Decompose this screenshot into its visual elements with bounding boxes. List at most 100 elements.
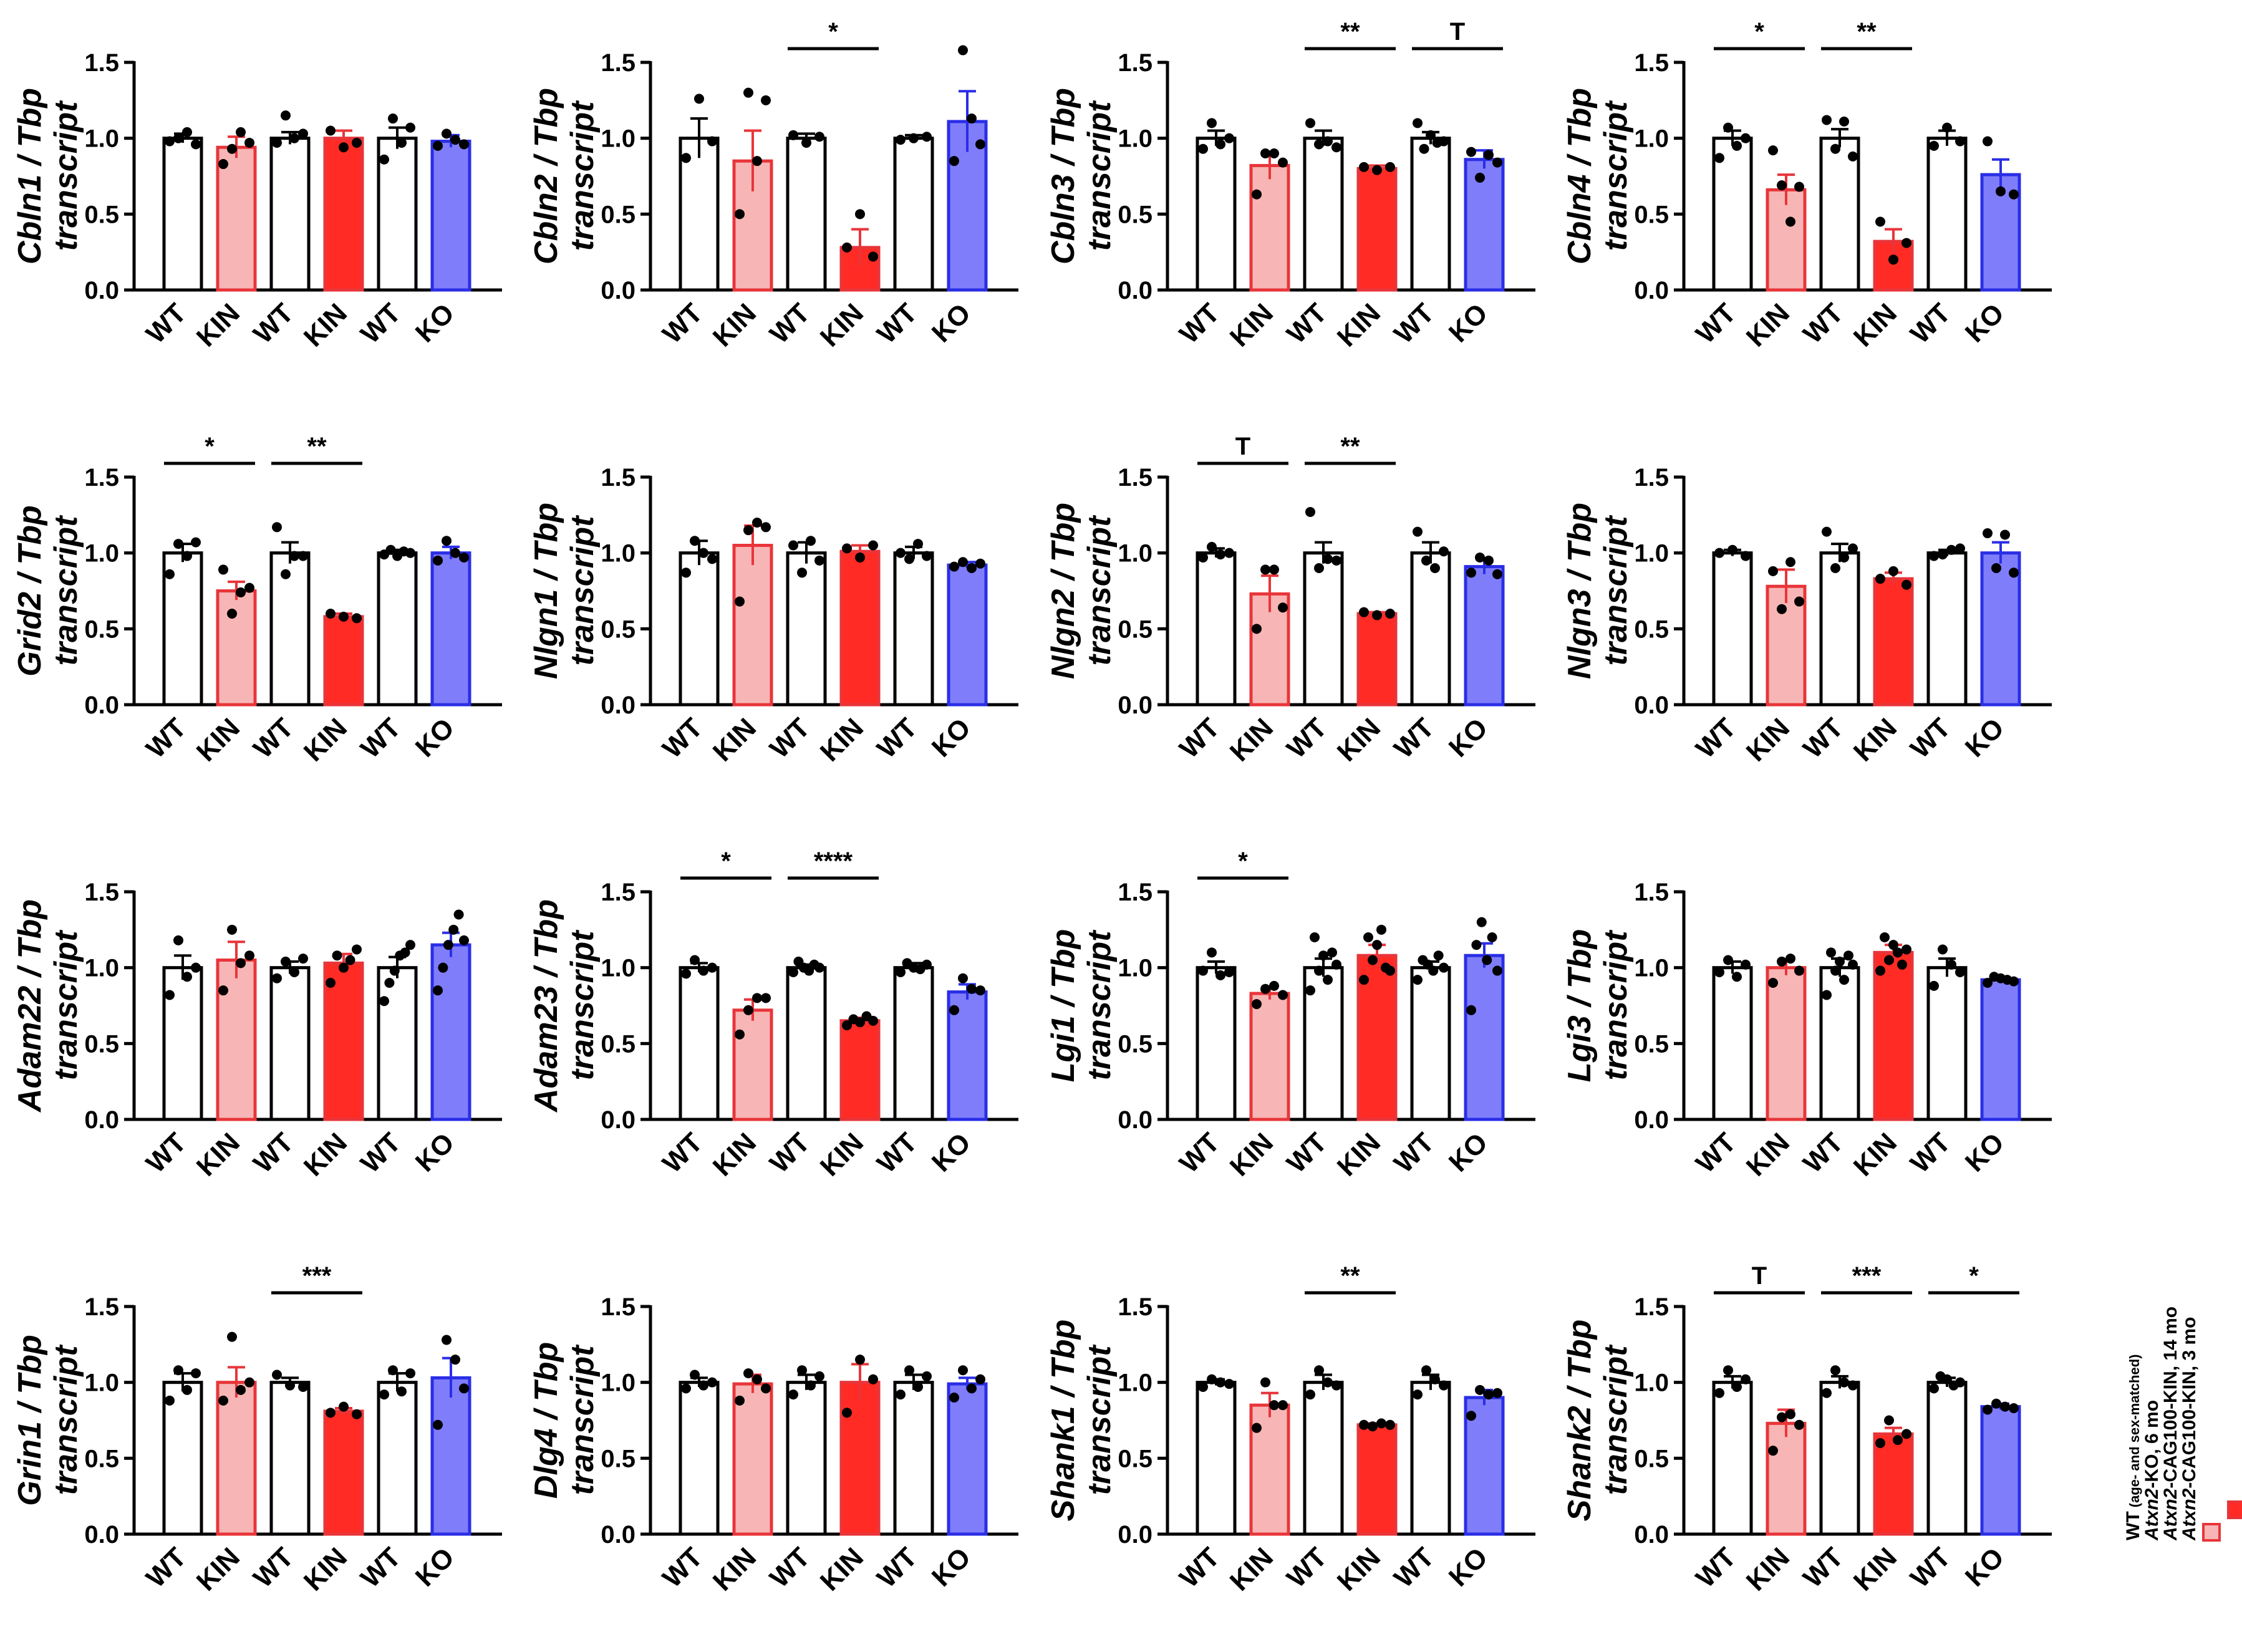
data-point: [2000, 1401, 2010, 1412]
data-point: [236, 127, 246, 137]
significance-label: *: [1969, 1262, 1979, 1290]
data-point: [244, 1377, 254, 1388]
bar-wt: [377, 966, 418, 1121]
x-tick-label-wt: WT: [871, 712, 923, 764]
bar-wt: [1303, 551, 1344, 707]
y-tick-label: 1.0: [84, 125, 119, 153]
data-point: [1318, 950, 1328, 961]
data-point: [855, 552, 865, 563]
data-point: [1901, 579, 1911, 590]
y-axis-label-unit: transcript: [564, 929, 601, 1081]
x-tick-label-wt: WT: [764, 1542, 816, 1593]
svg-text:Atxn2-CAG100-KIN, 3 mo: Atxn2-CAG100-KIN, 3 mo: [2179, 1317, 2200, 1541]
legend-label-wt: WT (age- and sex-matched): [2123, 1355, 2143, 1540]
data-point: [1888, 566, 1898, 576]
data-point: [218, 1395, 228, 1406]
data-point: [1768, 145, 1778, 156]
data-point: [1466, 568, 1476, 578]
data-point: [272, 137, 282, 148]
data-point: [1323, 136, 1333, 147]
data-point: [1269, 1400, 1279, 1411]
data-point: [352, 613, 362, 624]
data-point: [922, 959, 932, 970]
data-point: [896, 967, 906, 977]
y-tick-label: 0.5: [601, 1445, 635, 1472]
data-point: [1376, 1418, 1386, 1429]
y-axis-label-ratio: Grid2 / Tbp: [12, 505, 48, 676]
y-tick-label: 1.5: [1118, 879, 1152, 906]
data-point: [1278, 990, 1288, 1000]
y-axis-label-unit: transcript: [564, 1344, 601, 1495]
data-point: [1848, 543, 1858, 554]
data-point: [1741, 959, 1751, 970]
data-point: [1385, 965, 1395, 976]
data-point: [1331, 142, 1341, 153]
data-point: [1835, 956, 1845, 967]
y-tick-label: 0.5: [601, 201, 635, 228]
data-point: [1466, 1005, 1476, 1015]
bar-wt: [1712, 551, 1753, 707]
x-tick-label-wt: WT: [1797, 1127, 1849, 1179]
data-point: [1198, 552, 1208, 563]
data-point: [1372, 610, 1382, 621]
x-tick-label-wt: WT: [355, 712, 407, 764]
x-tick-label-wt: WT: [764, 297, 816, 349]
data-point: [191, 1368, 201, 1379]
data-point: [681, 568, 691, 578]
data-point: [298, 551, 308, 561]
data-point: [1385, 609, 1395, 619]
x-tick-label-wt: WT: [140, 297, 192, 349]
y-tick-label: 1.0: [601, 1369, 635, 1397]
data-point: [1843, 950, 1853, 961]
bar-wt: [786, 551, 827, 707]
data-point: [1830, 1365, 1840, 1376]
data-point: [1475, 1384, 1485, 1395]
y-tick-label: 1.5: [1118, 1293, 1152, 1321]
data-point: [1942, 1374, 1952, 1384]
data-point: [868, 1374, 878, 1384]
y-axis-label-ratio: Shank2 / Tbp: [1562, 1320, 1598, 1522]
x-tick-label-wt: WT: [1174, 1127, 1225, 1179]
y-axis-label-unit: transcript: [564, 100, 601, 251]
data-point: [1732, 140, 1742, 151]
y-axis-label-unit: transcript: [48, 929, 84, 1081]
y-tick-label: 1.0: [1118, 955, 1152, 982]
x-tick-label-wt: WT: [1174, 1542, 1225, 1593]
data-point: [1875, 965, 1885, 976]
data-point: [182, 127, 192, 137]
y-tick-label: 1.5: [1634, 879, 1669, 906]
bar-kin: [732, 1008, 773, 1121]
data-point: [1492, 569, 1502, 579]
data-point: [1727, 544, 1737, 555]
bar-wt: [1410, 966, 1451, 1121]
data-point: [1880, 932, 1890, 942]
data-point: [1215, 549, 1225, 560]
data-point: [1942, 122, 1952, 133]
data-point: [182, 551, 192, 561]
data-point: [326, 978, 336, 988]
data-point: [1938, 944, 1948, 955]
y-tick-label: 1.5: [84, 464, 119, 491]
bar-wt: [162, 137, 203, 292]
y-tick-label: 0.5: [84, 1030, 119, 1058]
data-point: [1269, 564, 1279, 575]
legend-label-ko: Atxn2-KO, 6 mo: [2142, 1400, 2162, 1541]
data-point: [1278, 602, 1288, 613]
bar-wt: [679, 551, 720, 707]
data-point: [1732, 1381, 1742, 1392]
data-point: [752, 993, 762, 1003]
data-point: [1991, 563, 2001, 573]
data-point: [1433, 950, 1444, 961]
data-point: [761, 1383, 771, 1394]
data-point: [1372, 940, 1382, 950]
bar-wt: [377, 137, 418, 292]
data-point: [806, 1380, 816, 1391]
y-tick-label: 0.5: [601, 616, 635, 643]
x-tick-label-kin: KIN: [814, 1542, 869, 1596]
y-axis-label-ratio: Nlgn3 / Tbp: [1562, 503, 1598, 679]
data-point: [379, 154, 389, 165]
data-point: [1946, 544, 1956, 555]
x-tick-label-wt: WT: [355, 297, 407, 349]
data-point: [690, 1369, 700, 1380]
